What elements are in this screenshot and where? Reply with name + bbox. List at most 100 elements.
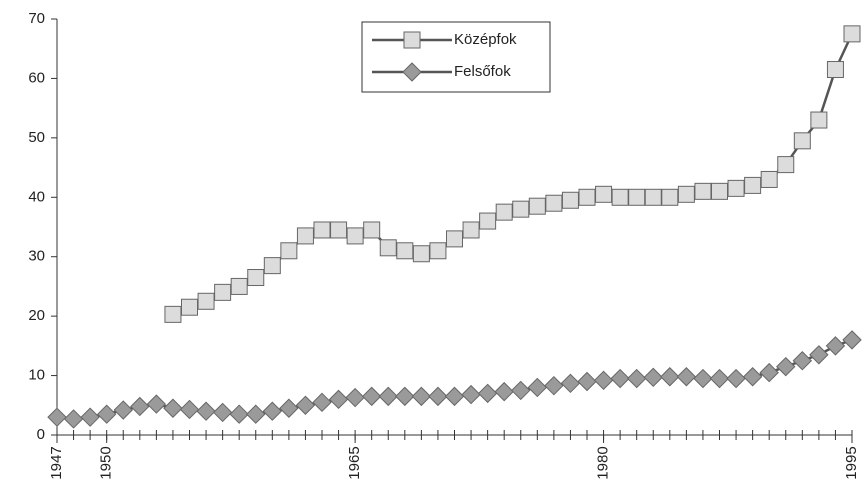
marker bbox=[196, 401, 216, 421]
marker bbox=[164, 305, 182, 323]
marker bbox=[777, 156, 795, 174]
marker bbox=[462, 221, 480, 239]
x-tick-label: 1980 bbox=[595, 446, 612, 479]
marker bbox=[479, 212, 497, 230]
marker bbox=[229, 404, 249, 424]
marker bbox=[113, 400, 133, 420]
marker bbox=[727, 179, 745, 197]
marker bbox=[130, 396, 150, 417]
marker bbox=[793, 132, 811, 150]
marker bbox=[412, 245, 430, 263]
marker bbox=[792, 351, 813, 371]
y-tick-label: 30 bbox=[28, 248, 45, 265]
marker bbox=[63, 409, 84, 429]
marker bbox=[212, 402, 233, 423]
marker bbox=[477, 383, 498, 404]
marker bbox=[80, 407, 100, 427]
marker bbox=[181, 298, 198, 316]
marker bbox=[429, 242, 447, 260]
marker bbox=[328, 389, 349, 410]
marker bbox=[742, 367, 763, 387]
marker bbox=[263, 257, 281, 275]
marker bbox=[660, 367, 680, 387]
marker bbox=[146, 394, 167, 414]
marker bbox=[280, 242, 298, 260]
marker bbox=[363, 221, 381, 239]
marker bbox=[826, 61, 844, 79]
marker bbox=[495, 203, 513, 221]
marker bbox=[577, 371, 597, 392]
marker bbox=[676, 367, 697, 387]
marker bbox=[230, 277, 248, 295]
marker bbox=[330, 221, 348, 239]
y-tick-label: 40 bbox=[28, 188, 45, 205]
marker bbox=[545, 194, 563, 212]
legend-box bbox=[361, 21, 551, 93]
marker bbox=[511, 380, 531, 401]
marker bbox=[611, 188, 629, 206]
marker bbox=[842, 330, 862, 350]
marker bbox=[179, 399, 200, 420]
marker bbox=[759, 362, 779, 383]
legend-label: Középfok bbox=[454, 31, 517, 48]
marker bbox=[578, 188, 596, 206]
marker bbox=[214, 283, 232, 301]
marker bbox=[693, 368, 713, 389]
marker bbox=[711, 182, 728, 200]
marker bbox=[595, 185, 613, 203]
marker bbox=[411, 386, 432, 407]
marker bbox=[47, 407, 67, 427]
marker bbox=[643, 367, 663, 388]
y-tick-label: 70 bbox=[28, 10, 45, 27]
x-tick-label: 1947 bbox=[48, 446, 65, 479]
marker bbox=[809, 345, 829, 365]
marker bbox=[396, 242, 414, 260]
marker bbox=[644, 188, 662, 206]
marker bbox=[346, 227, 364, 245]
marker bbox=[361, 386, 382, 407]
marker bbox=[744, 176, 762, 194]
y-tick-label: 0 bbox=[37, 426, 45, 443]
marker bbox=[810, 111, 828, 129]
y-tick-label: 50 bbox=[28, 129, 45, 146]
marker bbox=[96, 404, 117, 424]
marker bbox=[461, 384, 481, 405]
marker bbox=[760, 170, 778, 188]
marker bbox=[843, 25, 861, 43]
marker bbox=[379, 239, 397, 257]
marker bbox=[246, 404, 266, 424]
y-tick-label: 20 bbox=[28, 307, 45, 324]
marker bbox=[628, 188, 646, 206]
marker bbox=[312, 392, 332, 413]
marker bbox=[163, 398, 183, 418]
marker bbox=[694, 182, 712, 200]
marker bbox=[446, 230, 463, 248]
marker bbox=[544, 375, 564, 396]
marker bbox=[402, 62, 422, 82]
marker bbox=[296, 227, 314, 245]
marker bbox=[197, 292, 215, 310]
marker bbox=[313, 221, 331, 239]
x-tick-label: 1950 bbox=[98, 446, 115, 479]
legend-label: Felsőfok bbox=[454, 63, 511, 80]
marker bbox=[247, 269, 265, 287]
marker bbox=[726, 368, 746, 389]
marker bbox=[677, 185, 695, 203]
marker bbox=[444, 386, 465, 407]
marker bbox=[295, 395, 316, 415]
marker bbox=[626, 368, 647, 389]
marker bbox=[494, 381, 514, 402]
marker bbox=[527, 377, 548, 398]
y-tick-label: 60 bbox=[28, 69, 45, 86]
marker bbox=[825, 336, 846, 356]
marker bbox=[395, 386, 415, 407]
marker bbox=[560, 373, 581, 394]
marker bbox=[709, 368, 730, 389]
marker bbox=[279, 398, 299, 418]
marker bbox=[345, 387, 365, 408]
marker bbox=[512, 200, 530, 218]
x-tick-label: 1965 bbox=[346, 446, 363, 479]
marker bbox=[610, 368, 630, 389]
marker bbox=[262, 401, 283, 421]
